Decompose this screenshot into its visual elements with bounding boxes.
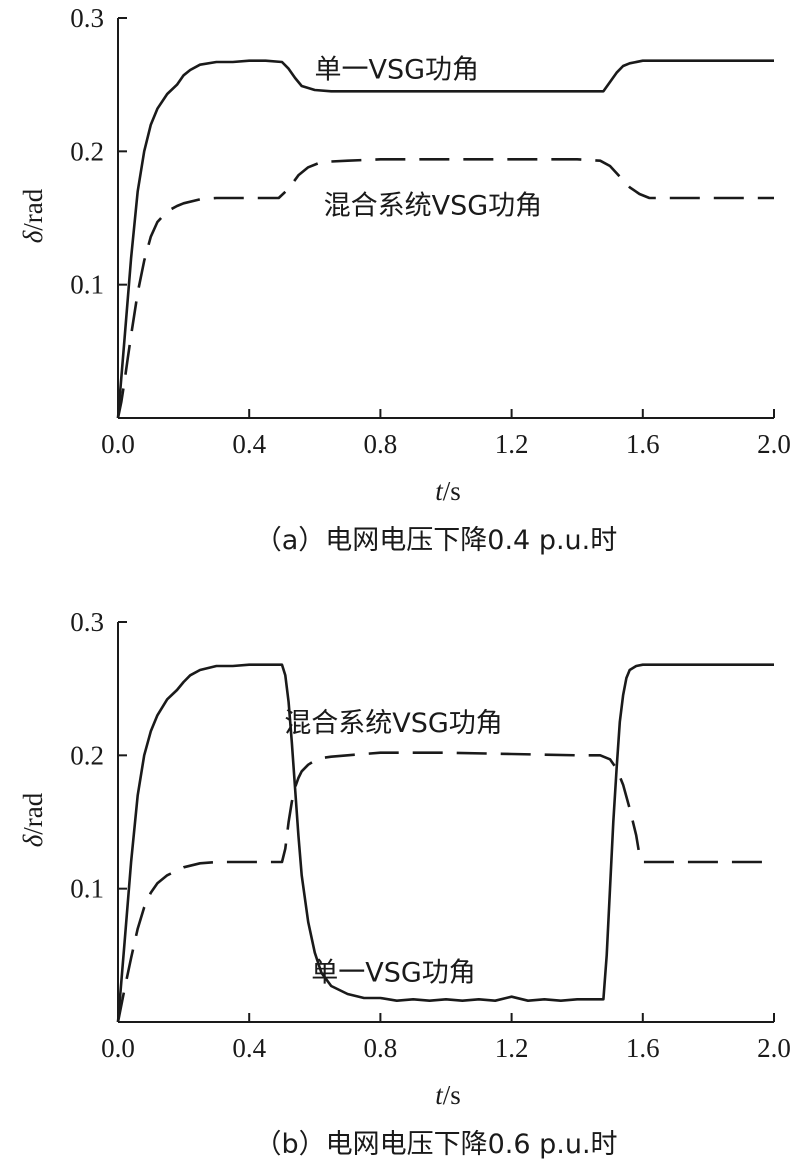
y-tick-label: 0.3: [70, 3, 104, 33]
x-tick-label: 0.8: [364, 1033, 398, 1063]
single-vsg-angle-label: 单一VSG功角: [315, 55, 480, 86]
caption: （a）电网电压下降0.4 p.u.时: [255, 525, 617, 556]
hybrid-vsg-angle-line: [116, 158, 774, 419]
single-vsg-angle-label: 单一VSG功角: [311, 957, 476, 988]
hybrid-vsg-angle-label: 混合系统VSG功角: [324, 191, 543, 222]
single-vsg-angle-line: [116, 59, 774, 419]
y-tick-label: 0.2: [70, 740, 104, 770]
y-tick-label: 0.2: [70, 136, 104, 166]
hybrid-vsg-angle-label: 混合系统VSG功角: [284, 708, 503, 739]
x-axis-label: t/s: [435, 1080, 461, 1110]
chart-panel-a: 0.0 0.4 0.8 1.2 1.6 2.0 0.1 0.2 0.3 t/s δ/rad 单一VSG…: [18, 3, 791, 556]
x-tick-label: 1.6: [626, 429, 660, 459]
y-tick-label: 0.1: [70, 874, 104, 904]
y-axis-label: δ/rad: [18, 792, 48, 847]
caption: （b）电网电压下降0.6 p.u.时: [254, 1129, 617, 1160]
chart-panel-b: 0.0 0.4 0.8 1.2 1.6 2.0 0.1 0.2 0.3 t/s δ/rad 单一VSG…: [18, 607, 791, 1160]
hybrid-vsg-angle-line: [116, 751, 774, 1023]
x-axis-label: t/s: [435, 476, 461, 506]
x-tick-label: 1.6: [626, 1033, 660, 1063]
y-tick-label: 0.1: [70, 270, 104, 300]
x-tick-label: 1.2: [495, 1033, 529, 1063]
x-tick-label: 1.2: [495, 429, 529, 459]
x-tick-label: 0.4: [232, 1033, 266, 1063]
x-tick-label: 2.0: [757, 429, 791, 459]
single-vsg-angle-line: [116, 663, 774, 1023]
x-tick-label: 2.0: [757, 1033, 791, 1063]
y-tick-label: 0.3: [70, 607, 104, 637]
x-tick-label: 0.0: [101, 1033, 135, 1063]
x-tick-label: 0.0: [101, 429, 135, 459]
x-tick-label: 0.4: [232, 429, 266, 459]
y-axis-label: δ/rad: [18, 188, 48, 243]
x-tick-label: 0.8: [364, 429, 398, 459]
